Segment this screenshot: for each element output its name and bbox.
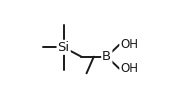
Text: OH: OH [120, 38, 138, 51]
Text: B: B [102, 50, 111, 63]
Text: Si: Si [58, 41, 70, 54]
Text: OH: OH [120, 62, 138, 75]
